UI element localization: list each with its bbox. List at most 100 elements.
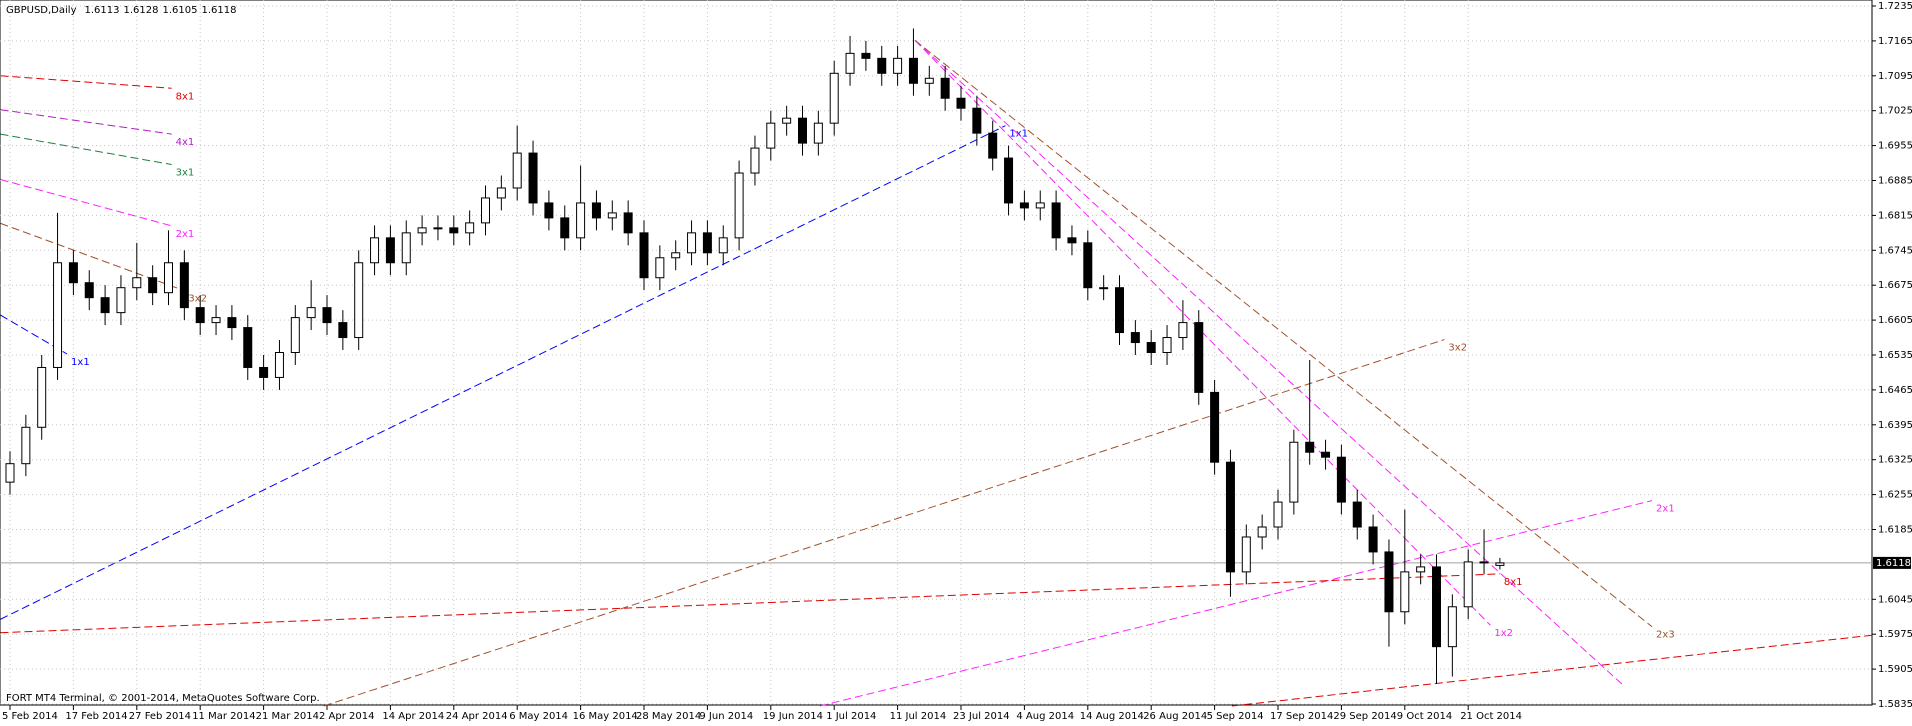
fan-line bbox=[819, 500, 1653, 707]
candle-body bbox=[861, 52, 871, 59]
candle-body bbox=[401, 232, 411, 264]
candle-body bbox=[1432, 566, 1441, 648]
candle-body bbox=[37, 366, 47, 428]
candle-body bbox=[338, 322, 348, 339]
x-tick-label: 17 Feb 2014 bbox=[65, 711, 127, 722]
y-tick-label: 1.6535 bbox=[1878, 350, 1912, 361]
x-tick-label: 1 Jul 2014 bbox=[826, 711, 876, 722]
candle-body bbox=[243, 327, 253, 368]
high-value: 1.6128 bbox=[124, 5, 159, 16]
candle-body bbox=[528, 152, 538, 204]
fan-line bbox=[914, 40, 1623, 685]
candle-body bbox=[227, 317, 237, 329]
candle-body bbox=[290, 317, 300, 354]
y-tick-label: 1.6885 bbox=[1878, 176, 1912, 187]
candle-body bbox=[560, 217, 570, 239]
candle-body bbox=[84, 282, 94, 299]
candle-body bbox=[798, 117, 807, 144]
y-tick-label: 1.6815 bbox=[1878, 210, 1912, 221]
candle-body bbox=[956, 97, 966, 109]
fan-line bbox=[0, 109, 172, 135]
x-tick-label: 6 May 2014 bbox=[509, 711, 568, 722]
candle-body bbox=[591, 202, 601, 219]
x-tick-label: 28 May 2014 bbox=[636, 711, 701, 722]
x-tick-label: 21 Mar 2014 bbox=[256, 711, 319, 722]
candle-body bbox=[972, 107, 982, 134]
candle-body bbox=[1225, 461, 1235, 573]
candle-body bbox=[1416, 566, 1426, 573]
y-tick-label: 1.6955 bbox=[1878, 141, 1912, 152]
candle-body bbox=[370, 237, 380, 264]
candle-body bbox=[385, 237, 395, 264]
candle-body bbox=[1447, 606, 1457, 648]
candle-body bbox=[813, 122, 823, 144]
candle-body bbox=[1210, 391, 1220, 463]
candle-body bbox=[449, 227, 459, 234]
candle-body bbox=[1305, 441, 1315, 453]
candle-body bbox=[100, 297, 110, 314]
fan-label: 1x1 bbox=[71, 357, 90, 368]
candle-body bbox=[1289, 441, 1299, 503]
candle-body bbox=[5, 463, 15, 483]
candle-body bbox=[1241, 536, 1251, 573]
candle-body bbox=[211, 317, 221, 324]
x-tick-label: 29 Sep 2014 bbox=[1333, 711, 1396, 722]
candle-body bbox=[576, 202, 586, 239]
candle-body bbox=[829, 72, 839, 124]
candle-body bbox=[544, 202, 554, 219]
candle-body bbox=[750, 147, 760, 174]
plot-frame bbox=[0, 0, 1873, 706]
candle-body bbox=[718, 237, 728, 254]
x-tick-label: 27 Feb 2014 bbox=[129, 711, 191, 722]
y-tick-label: 1.7025 bbox=[1878, 106, 1912, 117]
candle-body bbox=[433, 227, 443, 230]
close-value: 1.6118 bbox=[202, 5, 237, 16]
candle-body bbox=[924, 77, 934, 84]
candle-body bbox=[623, 212, 633, 234]
y-tick-label: 1.6045 bbox=[1878, 594, 1912, 605]
y-tick-label: 1.6605 bbox=[1878, 315, 1912, 326]
x-tick-label: 26 Aug 2014 bbox=[1143, 711, 1207, 722]
fan-label: 2x3 bbox=[1656, 630, 1675, 641]
candle-body bbox=[893, 57, 903, 74]
candle-body bbox=[1257, 526, 1267, 538]
candle-body bbox=[1004, 157, 1014, 204]
candle-body bbox=[116, 287, 126, 314]
fan-label: 4x1 bbox=[176, 137, 195, 148]
open-value: 1.6113 bbox=[85, 5, 120, 16]
candle-body bbox=[639, 232, 649, 279]
candle-body bbox=[512, 152, 522, 189]
candle-body bbox=[687, 232, 697, 254]
x-tick-label: 17 Sep 2014 bbox=[1270, 711, 1333, 722]
y-tick-label: 1.6255 bbox=[1878, 490, 1912, 501]
candle-body bbox=[465, 222, 475, 234]
fan-label: 3x1 bbox=[176, 168, 195, 179]
x-tick-label: 4 Aug 2014 bbox=[1016, 711, 1074, 722]
candle-body bbox=[1273, 501, 1283, 528]
y-tick-label: 1.6465 bbox=[1878, 385, 1912, 396]
candle-body bbox=[1146, 342, 1156, 354]
candle-body bbox=[417, 227, 427, 234]
x-tick-label: 21 Oct 2014 bbox=[1460, 711, 1522, 722]
y-tick-label: 1.5905 bbox=[1878, 664, 1912, 675]
fan-line bbox=[323, 339, 1445, 707]
fan-lines: 1x11x18x14x13x12x13x21x22x33x22x18x1 bbox=[0, 40, 1873, 707]
x-tick-label: 11 Jul 2014 bbox=[890, 711, 947, 722]
x-tick-label: 11 Mar 2014 bbox=[192, 711, 255, 722]
candle-body bbox=[1051, 202, 1061, 239]
fan-label: 8x1 bbox=[176, 91, 195, 102]
y-tick-label: 1.7165 bbox=[1878, 36, 1912, 47]
candle-body bbox=[164, 262, 173, 294]
grid bbox=[0, 0, 1872, 705]
y-tick-label: 1.7095 bbox=[1878, 71, 1912, 82]
candle-body bbox=[1321, 451, 1331, 458]
x-tick-label: 24 Apr 2014 bbox=[446, 711, 508, 722]
fan-label: 3x2 bbox=[1448, 343, 1467, 354]
candle-body bbox=[274, 352, 284, 378]
candle-body bbox=[655, 257, 665, 279]
candle-body bbox=[702, 232, 712, 254]
candle-body bbox=[1019, 202, 1029, 209]
fan-label: 3x2 bbox=[188, 294, 207, 305]
